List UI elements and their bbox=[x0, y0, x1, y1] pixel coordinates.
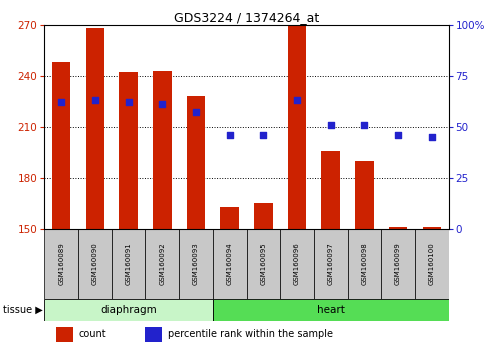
Bar bbox=[145, 229, 179, 298]
Point bbox=[259, 132, 267, 138]
Point bbox=[57, 99, 65, 105]
Bar bbox=[389, 227, 407, 229]
Bar bbox=[314, 229, 348, 298]
Text: GSM160098: GSM160098 bbox=[361, 242, 367, 285]
Bar bbox=[254, 203, 273, 229]
Text: GSM160096: GSM160096 bbox=[294, 242, 300, 285]
Bar bbox=[86, 28, 104, 229]
Bar bbox=[348, 229, 381, 298]
Text: heart: heart bbox=[317, 305, 345, 315]
Bar bbox=[423, 227, 441, 229]
Point bbox=[91, 97, 99, 103]
Bar bbox=[288, 25, 306, 229]
Bar bbox=[44, 229, 78, 298]
Text: GSM160092: GSM160092 bbox=[159, 242, 165, 285]
Bar bbox=[119, 72, 138, 229]
Bar bbox=[246, 229, 280, 298]
Point bbox=[428, 134, 436, 140]
Text: diaphragm: diaphragm bbox=[100, 305, 157, 315]
Title: GDS3224 / 1374264_at: GDS3224 / 1374264_at bbox=[174, 11, 319, 24]
Text: tissue ▶: tissue ▶ bbox=[3, 305, 43, 315]
Bar bbox=[153, 71, 172, 229]
Point bbox=[360, 122, 368, 127]
Text: GSM160095: GSM160095 bbox=[260, 242, 266, 285]
Text: GSM160089: GSM160089 bbox=[58, 242, 64, 285]
Bar bbox=[179, 229, 213, 298]
Bar bbox=[52, 62, 70, 229]
Bar bbox=[321, 150, 340, 229]
Text: GSM160091: GSM160091 bbox=[126, 242, 132, 285]
Bar bbox=[280, 229, 314, 298]
Text: count: count bbox=[79, 329, 106, 339]
Text: GSM160093: GSM160093 bbox=[193, 242, 199, 285]
Point bbox=[125, 99, 133, 105]
Bar bbox=[213, 298, 449, 321]
Bar bbox=[213, 229, 246, 298]
Bar bbox=[220, 207, 239, 229]
Bar bbox=[415, 229, 449, 298]
Bar bbox=[381, 229, 415, 298]
Bar bbox=[57, 327, 72, 342]
Point bbox=[293, 97, 301, 103]
Point bbox=[327, 122, 335, 127]
Point bbox=[158, 102, 166, 107]
Text: percentile rank within the sample: percentile rank within the sample bbox=[168, 329, 333, 339]
Text: GSM160090: GSM160090 bbox=[92, 242, 98, 285]
Text: GSM160097: GSM160097 bbox=[328, 242, 334, 285]
Bar bbox=[355, 161, 374, 229]
Bar bbox=[112, 229, 145, 298]
Text: GSM160100: GSM160100 bbox=[429, 242, 435, 285]
Point bbox=[192, 110, 200, 115]
Point bbox=[394, 132, 402, 138]
Point bbox=[226, 132, 234, 138]
Text: GSM160094: GSM160094 bbox=[227, 242, 233, 285]
Text: GSM160099: GSM160099 bbox=[395, 242, 401, 285]
Bar bbox=[44, 298, 213, 321]
Bar bbox=[78, 229, 112, 298]
Bar bbox=[187, 96, 205, 229]
Bar bbox=[145, 327, 162, 342]
